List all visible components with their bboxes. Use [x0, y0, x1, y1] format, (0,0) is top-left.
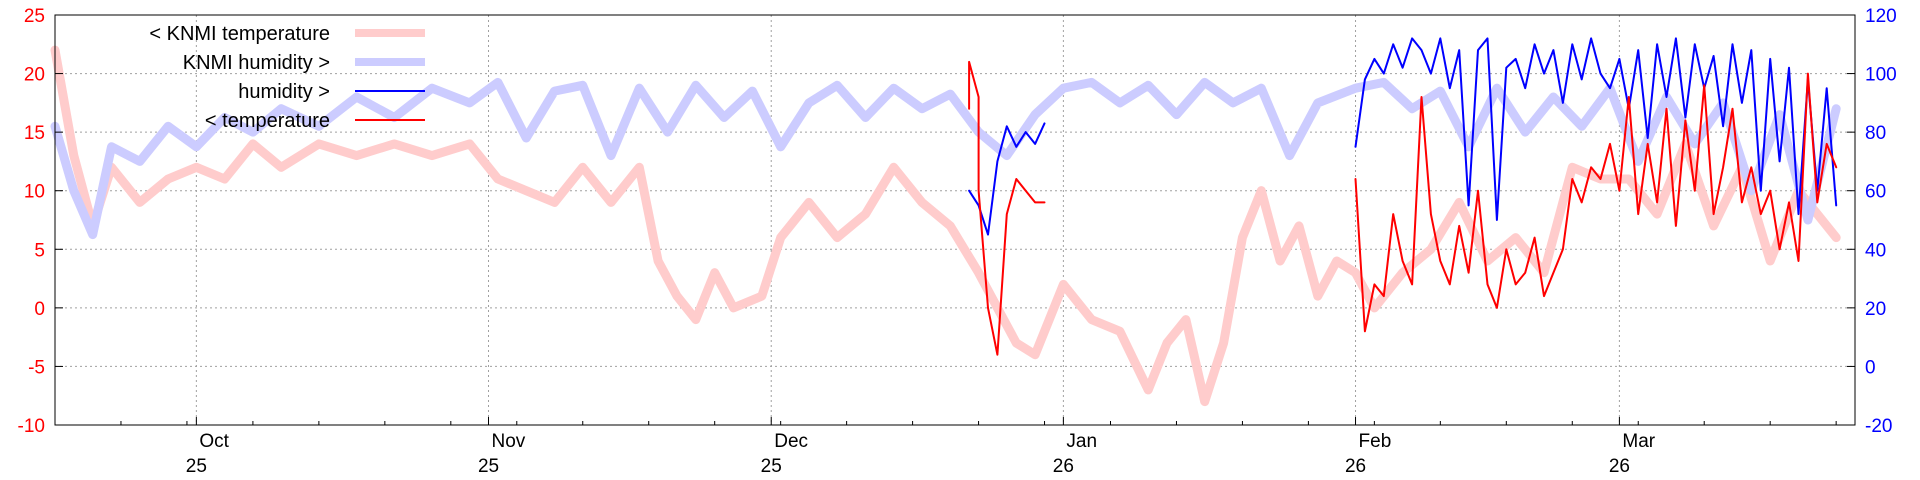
legend-label: KNMI humidity >: [183, 52, 330, 74]
right-tick-label: 40: [1865, 240, 1886, 261]
legend-label: < KNMI temperature: [149, 23, 330, 45]
left-tick-label: 0: [34, 299, 45, 320]
x-tick-year-label: 25: [478, 456, 499, 477]
right-axis: 120 100 80 60 40 20 0 -20: [1865, 6, 1897, 437]
left-tick-label: 5: [34, 240, 45, 261]
right-tick-label: 120: [1865, 6, 1897, 27]
left-tick-label: 15: [24, 123, 45, 144]
series-line-2-1: [1354, 37, 1838, 221]
plot-frame: [54, 14, 1856, 426]
right-tick-label: -20: [1865, 416, 1892, 437]
x-tick-year-label: 25: [761, 456, 782, 477]
series-line-1-0: [50, 77, 1841, 240]
x-tick-year-label: 25: [186, 456, 207, 477]
x-tick-month-label: Dec: [774, 431, 808, 452]
left-tick-label: -10: [18, 416, 45, 437]
series-line-3-0: [968, 60, 1046, 356]
x-axis: Oct 25 Nov 25 Dec 25 Jan 26 Feb 26 Mar 26: [186, 431, 1656, 477]
x-tick-year-label: 26: [1345, 456, 1366, 477]
right-tick-label: 60: [1865, 182, 1886, 203]
series-layer: [50, 37, 1841, 407]
left-tick-label: -5: [28, 357, 45, 378]
right-tick-label: 80: [1865, 123, 1886, 144]
x-tick-month-label: Feb: [1359, 431, 1392, 452]
series-line-2-0: [968, 122, 1046, 236]
x-tick-month-label: Jan: [1066, 431, 1097, 452]
right-tick-label: 0: [1865, 357, 1876, 378]
legend-label: humidity >: [238, 81, 330, 103]
tick-marks: [54, 14, 1855, 426]
x-tick-month-label: Oct: [199, 431, 229, 452]
left-axis: 25 20 15 10 5 0 -5 -10: [18, 6, 45, 437]
legend: < KNMI temperature KNMI humidity > humidit…: [149, 23, 425, 132]
series-line-0-0: [50, 45, 1841, 407]
left-tick-label: 10: [24, 182, 45, 203]
x-tick-year-label: 26: [1053, 456, 1074, 477]
x-tick-month-label: Mar: [1622, 431, 1655, 452]
x-tick-year-label: 26: [1609, 456, 1630, 477]
series-line-3-1: [1354, 72, 1838, 333]
x-tick-month-label: Nov: [492, 431, 526, 452]
legend-label: < temperature: [205, 110, 330, 132]
left-tick-label: 20: [24, 65, 45, 86]
left-tick-label: 25: [24, 6, 45, 27]
right-tick-label: 100: [1865, 65, 1897, 86]
right-tick-label: 20: [1865, 299, 1886, 320]
grid-lines: [55, 15, 1855, 425]
